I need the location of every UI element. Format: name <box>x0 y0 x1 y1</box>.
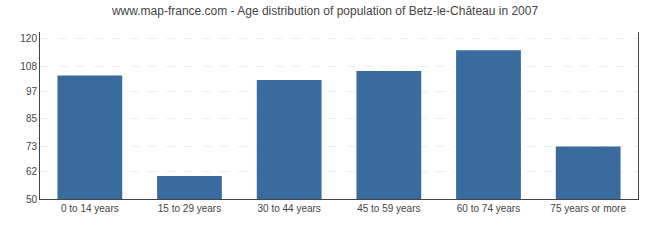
svg-text:15 to 29 years: 15 to 29 years <box>158 203 221 214</box>
svg-text:62: 62 <box>26 166 38 177</box>
svg-text:75 years or more: 75 years or more <box>550 203 626 214</box>
svg-text:97: 97 <box>26 86 38 97</box>
svg-text:45 to 59 years: 45 to 59 years <box>357 203 420 214</box>
svg-text:108: 108 <box>20 61 37 72</box>
svg-text:50: 50 <box>26 194 38 205</box>
svg-text:60 to 74 years: 60 to 74 years <box>457 203 520 214</box>
svg-text:120: 120 <box>20 33 37 44</box>
svg-text:73: 73 <box>26 141 38 152</box>
svg-text:30 to 44 years: 30 to 44 years <box>257 203 320 214</box>
svg-text:85: 85 <box>26 113 38 124</box>
svg-text:www.map-france.com - Age distr: www.map-france.com - Age distribution of… <box>111 4 539 18</box>
svg-text:0 to 14 years: 0 to 14 years <box>61 203 119 214</box>
